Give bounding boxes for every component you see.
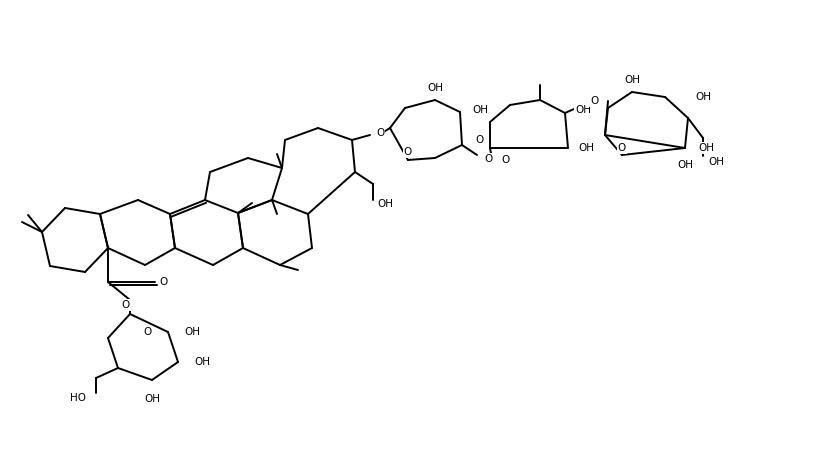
Text: OH: OH xyxy=(184,327,200,337)
Text: HO: HO xyxy=(70,393,86,403)
Text: O: O xyxy=(404,147,412,157)
Text: OH: OH xyxy=(377,199,393,209)
Text: OH: OH xyxy=(708,157,724,167)
Text: OH: OH xyxy=(575,105,591,115)
Text: OH: OH xyxy=(427,83,443,93)
Text: OH: OH xyxy=(194,357,210,367)
Text: O: O xyxy=(476,135,484,145)
Text: O: O xyxy=(376,128,384,138)
Text: OH: OH xyxy=(144,394,160,404)
Text: OH: OH xyxy=(472,105,488,115)
Text: O: O xyxy=(144,327,152,337)
Text: O: O xyxy=(484,154,493,164)
Text: OH: OH xyxy=(698,143,714,153)
Text: OH: OH xyxy=(624,75,640,85)
Text: OH: OH xyxy=(677,160,693,170)
Text: O: O xyxy=(618,143,626,153)
Text: OH: OH xyxy=(695,92,711,102)
Text: O: O xyxy=(121,300,130,310)
Text: O: O xyxy=(590,96,598,106)
Text: O: O xyxy=(501,155,509,165)
Text: OH: OH xyxy=(578,143,594,153)
Text: O: O xyxy=(159,277,167,287)
